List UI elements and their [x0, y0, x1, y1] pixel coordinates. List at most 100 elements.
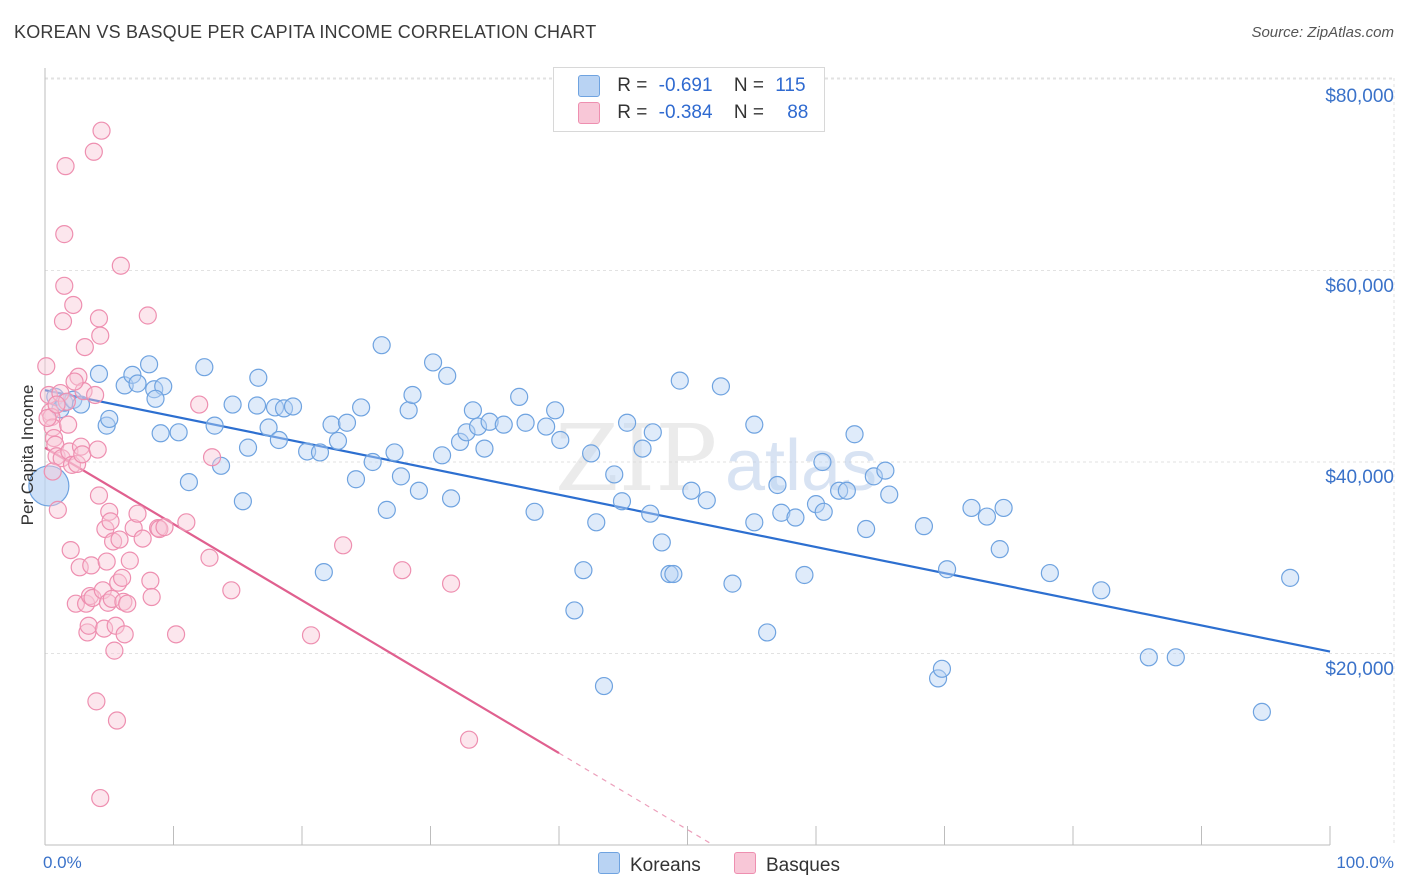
koreans-swatch — [578, 75, 600, 97]
point-basque — [48, 500, 67, 519]
point-korean — [711, 377, 731, 396]
basques-swatch — [734, 852, 756, 874]
point-korean — [914, 517, 934, 536]
y-tick-label: $40,000 — [1325, 467, 1394, 488]
x-tick-label-min: 0.0% — [43, 853, 82, 872]
point-korean — [994, 498, 1013, 518]
point-basque — [84, 142, 103, 161]
series-basques — [37, 121, 479, 808]
point-korean — [864, 467, 883, 486]
point-korean — [438, 366, 457, 385]
axes — [44, 68, 1331, 846]
trend-line-basques — [44, 446, 560, 755]
point-korean — [337, 413, 357, 432]
point-korean — [795, 565, 814, 585]
point-basque — [190, 395, 209, 414]
point-korean — [830, 481, 849, 500]
legend-label: Basques — [766, 855, 840, 876]
point-korean — [1166, 648, 1185, 667]
y-tick-label: $20,000 — [1325, 659, 1394, 680]
point-korean — [169, 423, 188, 442]
point-korean — [1040, 563, 1059, 583]
watermark-atlas: atlas — [725, 426, 877, 506]
point-korean — [377, 500, 396, 519]
point-basque — [120, 551, 139, 570]
point-basque — [65, 372, 84, 391]
point-korean — [723, 574, 742, 593]
point-korean — [537, 417, 556, 436]
point-korean — [837, 481, 856, 500]
koreans-swatch — [598, 852, 620, 874]
point-basque — [89, 309, 109, 328]
point-korean — [1139, 648, 1158, 667]
legend-label: Koreans — [630, 855, 701, 876]
point-korean — [594, 676, 614, 696]
point-basque — [79, 616, 98, 635]
point-korean — [71, 395, 91, 414]
point-korean — [745, 415, 764, 434]
point-korean — [450, 432, 470, 451]
point-basque — [55, 225, 74, 244]
point-basque — [334, 536, 353, 555]
legend-row-basques: R = -0.384 N = 88 — [578, 102, 808, 126]
point-korean — [463, 401, 483, 420]
point-korean — [139, 355, 159, 374]
point-korean — [565, 601, 584, 620]
point-korean — [322, 415, 341, 434]
point-basque — [138, 306, 157, 325]
series-koreans — [28, 336, 1300, 722]
point-korean — [758, 623, 777, 642]
point-korean — [551, 430, 570, 450]
point-korean — [205, 416, 224, 435]
point-korean — [962, 498, 981, 518]
point-korean — [697, 491, 716, 510]
legend-r-label: R = — [617, 102, 648, 124]
point-korean — [328, 431, 348, 451]
point-basque — [44, 428, 64, 448]
point-korean — [346, 470, 366, 489]
trend-lines — [44, 389, 1331, 846]
point-korean — [494, 415, 513, 434]
point-basque — [59, 415, 78, 434]
point-korean — [409, 481, 429, 500]
point-basque — [148, 518, 168, 538]
point-basque — [222, 581, 241, 600]
point-korean — [977, 507, 997, 526]
point-basque — [87, 692, 106, 711]
point-korean — [806, 495, 826, 514]
y-axis-label: Per Capita Income — [18, 384, 37, 526]
point-basque — [177, 513, 196, 532]
point-basque — [73, 445, 92, 464]
point-korean — [990, 540, 1009, 559]
point-korean — [423, 353, 443, 372]
point-korean — [238, 438, 258, 457]
point-korean — [151, 424, 170, 443]
point-korean — [643, 423, 662, 442]
legend-r-value: -0.691 — [658, 75, 713, 97]
point-korean — [880, 485, 899, 504]
point-korean — [546, 401, 565, 420]
point-korean — [660, 564, 679, 584]
point-basque — [441, 574, 461, 593]
point-korean — [233, 492, 252, 511]
point-basque — [38, 408, 57, 428]
series-legend: Koreans Basques — [0, 852, 1406, 878]
point-basque — [92, 121, 111, 140]
point-korean — [605, 465, 624, 484]
source-label: Source: ZipAtlas.com — [1251, 24, 1394, 41]
legend-item-koreans[interactable]: Koreans — [598, 852, 701, 877]
point-basque — [105, 641, 124, 660]
point-korean — [664, 564, 683, 584]
point-korean — [259, 418, 278, 437]
point-korean — [670, 371, 689, 390]
point-korean — [89, 364, 109, 384]
point-korean — [633, 439, 652, 458]
point-korean — [768, 475, 787, 495]
point-basque — [110, 530, 129, 549]
point-korean — [641, 504, 660, 523]
point-korean — [372, 336, 391, 355]
y-tick-label: $60,000 — [1325, 276, 1394, 297]
legend-item-basques[interactable]: Basques — [734, 852, 840, 877]
point-korean — [314, 563, 333, 582]
legend-r-value: -0.384 — [658, 102, 713, 124]
